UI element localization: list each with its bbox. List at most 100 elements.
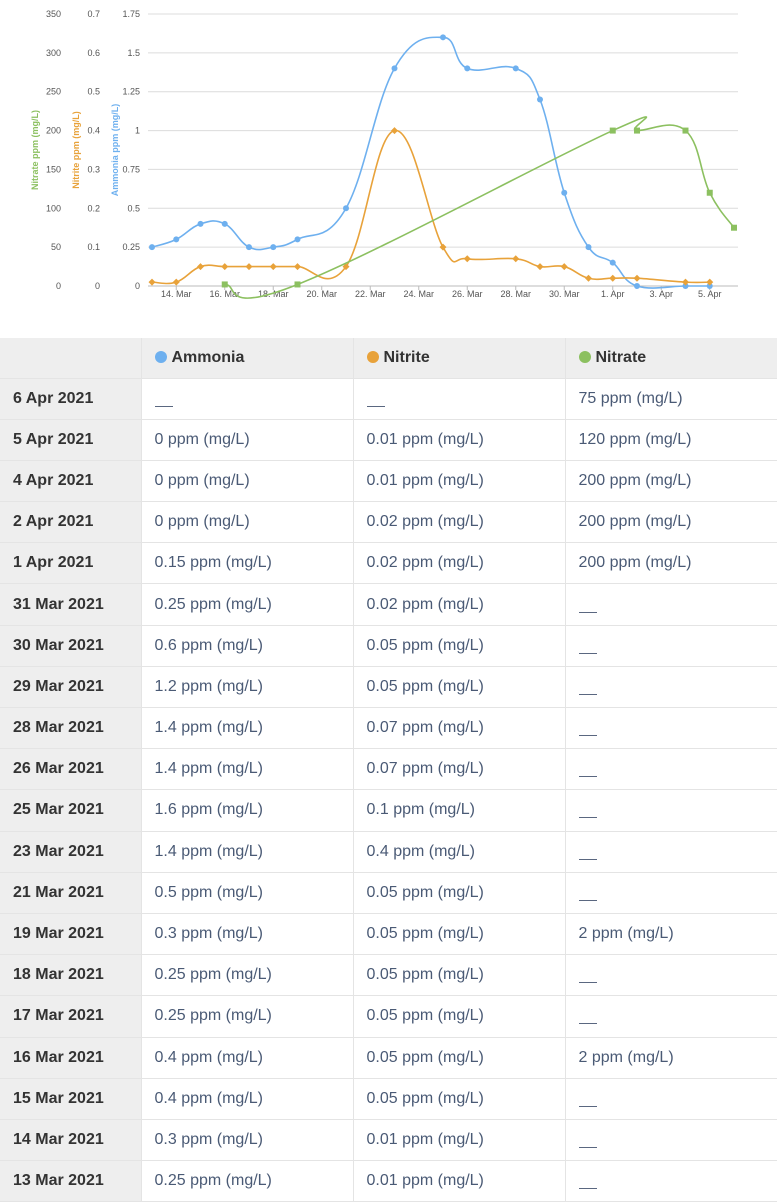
table-row: 28 Mar 2021 1.4 ppm (mg/L) 0.07 ppm (mg/L) <box>0 707 777 750</box>
ammonia-data-point <box>609 259 616 266</box>
header-nitrate[interactable]: Nitrate <box>565 338 777 379</box>
chart-svg: 0 0.25 0.5 0.75 1 1.25 1.5 1.75 0 0.1 0.2 0.3 0.4 0.5… <box>30 9 738 299</box>
table-row: 5 Apr 2021 0 ppm (mg/L) 0.01 ppm (mg/L) 120… <box>0 419 777 461</box>
y-tick-label: 0.1 <box>87 242 100 252</box>
x-tick-label: 18. Mar <box>258 289 289 299</box>
nitrate-cell: 2 ppm (mg/L) <box>565 913 777 956</box>
ammonia-cell: 0 ppm (mg/L) <box>141 501 354 544</box>
nitrate-cell: 200 ppm (mg/L) <box>565 460 777 503</box>
nitrate-data-point <box>221 281 228 288</box>
ammonia-cell: 0.3 ppm (mg/L) <box>141 1119 354 1162</box>
y-tick-label: 250 <box>46 87 61 97</box>
row-date: 26 Mar 2021 <box>0 748 142 791</box>
ammonia-cell: 1.4 ppm (mg/L) <box>141 748 354 791</box>
table-row: 18 Mar 2021 0.25 ppm (mg/L) 0.05 ppm (mg/L… <box>0 954 777 997</box>
nitrite-cell: 0.05 ppm (mg/L) <box>353 666 566 709</box>
ammonia-series-line <box>151 36 710 289</box>
ammonia-data-point <box>440 34 446 41</box>
row-date: 6 Apr 2021 <box>0 378 142 420</box>
ammonia-data-point <box>391 65 398 72</box>
table-row: 4 Apr 2021 0 ppm (mg/L) 0.01 ppm (mg/L) 200… <box>0 460 777 503</box>
row-date: 14 Mar 2021 <box>0 1119 142 1162</box>
ammonia-cell: 0.5 ppm (mg/L) <box>141 872 354 914</box>
header-ammonia[interactable]: Ammonia <box>141 338 354 379</box>
nitrite-data-point <box>706 278 714 286</box>
nitrite-data-point <box>269 263 277 271</box>
empty-dash <box>578 858 597 860</box>
empty-dash <box>578 611 597 613</box>
nitrite-data-point <box>512 255 520 263</box>
row-date: 30 Mar 2021 <box>0 625 142 667</box>
y-tick-label: 0.2 <box>87 203 100 213</box>
nitrite-data-point <box>633 274 641 282</box>
x-tick-label: 26. Mar <box>452 289 483 299</box>
nitrate-data-point <box>682 127 689 134</box>
nitrite-cell: 0.05 ppm (mg/L) <box>353 625 566 667</box>
x-tick-label: 22. Mar <box>355 289 386 299</box>
nitrite-cell: 0.01 ppm (mg/L) <box>353 419 566 461</box>
nitrite-data-point <box>221 263 229 271</box>
ammonia-cell: 0.3 ppm (mg/L) <box>141 913 354 956</box>
ammonia-data-point <box>343 205 349 212</box>
y-tick-label: 150 <box>46 164 61 174</box>
nitrate-cell <box>565 748 777 791</box>
nitrate-cell <box>565 1160 777 1202</box>
table-row: 19 Mar 2021 0.3 ppm (mg/L) 0.05 ppm (mg/L)… <box>0 913 777 956</box>
nitrate-data-point <box>731 224 737 231</box>
y-tick-label: 1.75 <box>122 9 140 19</box>
header-nitrite[interactable]: Nitrite <box>353 338 566 379</box>
ammonia-cell: 1.2 ppm (mg/L) <box>141 666 354 709</box>
data-table-container: Ammonia Nitrite Nitrate 6 Apr 2021 75 ppm… <box>0 338 777 1202</box>
row-date: 31 Mar 2021 <box>0 583 142 626</box>
y-tick-label: 1.5 <box>127 48 140 58</box>
y-tick-label: 100 <box>46 203 61 213</box>
table-row: 1 Apr 2021 0.15 ppm (mg/L) 0.02 ppm (mg/L)… <box>0 542 777 585</box>
nitrite-data-point <box>391 127 398 135</box>
row-date: 13 Mar 2021 <box>0 1160 142 1202</box>
ammonia-data-point <box>294 236 301 243</box>
y-tick-label: 0 <box>56 281 61 291</box>
table-row: 13 Mar 2021 0.25 ppm (mg/L) 0.01 ppm (mg/L… <box>0 1160 777 1202</box>
row-date: 1 Apr 2021 <box>0 542 142 585</box>
y-tick-label: 200 <box>46 126 61 136</box>
ammonia-data-point <box>706 283 713 289</box>
ammonia-cell: 0.25 ppm (mg/L) <box>141 1160 354 1202</box>
empty-dash <box>578 982 597 984</box>
ammonia-data-point <box>634 283 640 289</box>
y-tick-label: 0.4 <box>87 126 100 136</box>
nitrite-legend-dot <box>366 350 379 363</box>
nitrate-cell <box>565 1119 777 1162</box>
nitrite-data-point <box>148 278 156 286</box>
y-tick-label: 50 <box>51 242 61 252</box>
nitrite-data-point <box>463 255 471 263</box>
row-date: 18 Mar 2021 <box>0 954 142 997</box>
y-tick-label: 0.7 <box>87 9 100 19</box>
row-date: 19 Mar 2021 <box>0 913 142 956</box>
ammonia-cell: 0.25 ppm (mg/L) <box>141 954 354 997</box>
nitrite-cell: 0.07 ppm (mg/L) <box>353 707 566 750</box>
nitrate-series-line <box>224 116 735 299</box>
y-tick-label: 350 <box>46 9 61 19</box>
ammonia-legend-dot <box>154 350 167 363</box>
nitrate-data-point <box>294 281 301 288</box>
empty-dash <box>578 1188 597 1190</box>
x-tick-label: 28. Mar <box>500 289 531 299</box>
nitrate-cell: 120 ppm (mg/L) <box>565 419 777 461</box>
nitrite-cell: 0.05 ppm (mg/L) <box>353 913 566 956</box>
header-ammonia-label: Ammonia <box>171 348 245 366</box>
empty-dash <box>578 776 597 778</box>
nitrate-data-point <box>609 127 616 134</box>
table-row: 15 Mar 2021 0.4 ppm (mg/L) 0.05 ppm (mg/L) <box>0 1078 777 1120</box>
chart-area: 0 0.25 0.5 0.75 1 1.25 1.5 1.75 0 0.1 0.2 0.3 0.4 0.5… <box>0 0 777 338</box>
ammonia-data-point <box>221 220 228 227</box>
data-table: Ammonia Nitrite Nitrate 6 Apr 2021 75 ppm… <box>0 338 777 1202</box>
row-date: 21 Mar 2021 <box>0 872 142 914</box>
ammonia-cell: 0 ppm (mg/L) <box>141 460 354 503</box>
nitrite-cell: 0.05 ppm (mg/L) <box>353 954 566 997</box>
nitrite-series-line <box>151 129 710 285</box>
nitrite-cell: 0.05 ppm (mg/L) <box>353 1078 566 1120</box>
empty-dash <box>578 1105 597 1107</box>
row-date: 16 Mar 2021 <box>0 1037 142 1079</box>
table-row: 14 Mar 2021 0.3 ppm (mg/L) 0.01 ppm (mg/L) <box>0 1119 777 1162</box>
table-row: 25 Mar 2021 1.6 ppm (mg/L) 0.1 ppm (mg/L) <box>0 789 777 832</box>
